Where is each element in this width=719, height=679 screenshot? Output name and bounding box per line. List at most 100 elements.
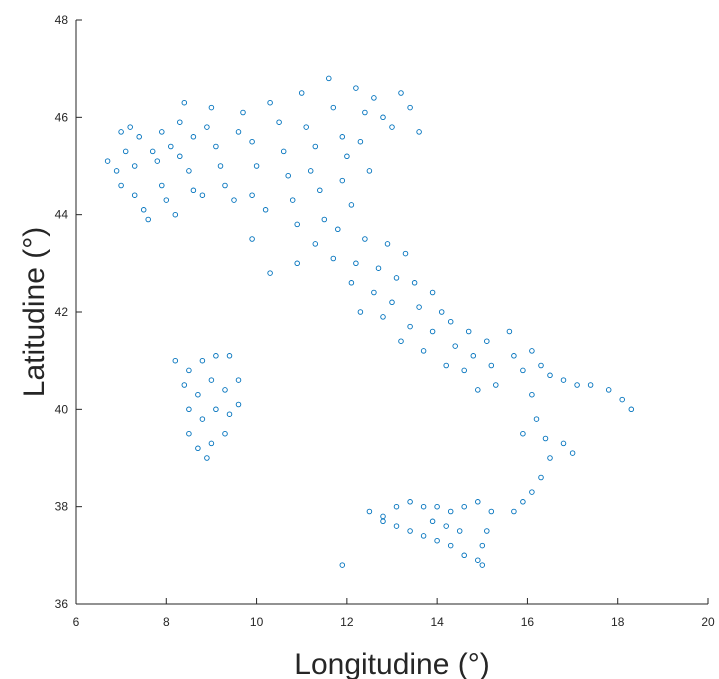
data-point [380,518,386,525]
data-point [443,362,449,369]
data-point [529,348,535,354]
data-point [127,124,133,130]
y-tick-label: 44 [55,208,69,222]
data-point [199,192,206,198]
data-point [398,338,404,344]
data-point [357,138,364,145]
data-point [339,177,346,184]
data-point [344,153,350,160]
data-point [447,508,454,515]
data-point [389,299,395,306]
data-point [172,357,179,364]
data-point [393,275,400,281]
data-point [208,377,215,383]
data-point [416,129,422,135]
data-point [294,260,300,267]
data-point [479,542,486,549]
data-point [353,85,359,91]
data-point [443,523,449,529]
data-point [104,158,111,164]
data-point [389,124,395,130]
data-point [380,114,386,121]
data-point [461,552,467,559]
data-point [231,197,237,203]
data-point [393,523,400,529]
data-point [321,216,328,223]
x-tick-label: 6 [73,615,80,629]
data-point [520,367,526,374]
data-point [213,143,219,150]
data-point [547,372,553,379]
data-point [452,343,458,349]
data-point [560,377,567,383]
data-point [253,163,260,169]
data-point [217,163,224,169]
x-axis-title: Longitudine (°) [294,648,489,679]
data-point [538,362,544,369]
y-axis-title: Latitudine (°) [18,227,51,397]
y-tick-label: 40 [55,402,69,416]
data-point [159,129,165,135]
data-point [348,280,355,286]
data-point [475,557,481,563]
data-point [204,124,210,130]
data-point [312,143,319,150]
data-point [163,197,170,203]
data-point [429,289,436,296]
data-point [533,416,540,422]
data-point [307,168,314,174]
data-point [289,197,296,203]
data-point [118,129,124,135]
data-point [140,207,147,213]
data-point [438,309,445,315]
data-point [330,104,337,111]
data-point [461,503,467,510]
data-point [479,562,486,568]
data-point [145,216,151,223]
data-point [384,241,391,247]
data-point [461,367,467,374]
data-point [186,406,192,413]
data-point [420,533,427,539]
data-point [434,537,440,544]
y-tick-label: 36 [55,597,69,611]
x-tick-label: 12 [340,615,354,629]
data-point [154,158,161,164]
data-point [587,382,594,388]
data-point [199,416,206,422]
data-point [547,455,553,461]
y-tick-label: 48 [55,13,69,27]
data-point [339,134,346,140]
data-point [366,508,373,515]
data-point [222,430,228,437]
data-point [416,304,422,310]
data-point [118,182,124,189]
data-point [190,187,197,194]
data-point [267,99,273,106]
data-point [429,518,436,525]
data-point [569,450,576,456]
data-point [420,503,427,510]
data-point [195,391,201,398]
data-point [190,134,197,140]
data-point [484,528,490,534]
data-point [226,411,233,417]
data-point [605,387,612,393]
data-point [475,387,481,393]
data-point [348,202,355,208]
data-point [195,445,201,452]
data-point [235,401,242,408]
data-point [213,406,219,413]
data-point [317,187,323,194]
data-point [149,148,156,155]
data-point [475,499,481,505]
data-point [249,138,255,145]
data-point [542,435,549,442]
data-point [168,143,174,150]
data-point [375,265,382,271]
data-point [434,503,440,510]
data-point [393,503,400,510]
x-tick-label: 14 [430,615,444,629]
data-point [574,382,580,388]
data-point [181,382,188,388]
